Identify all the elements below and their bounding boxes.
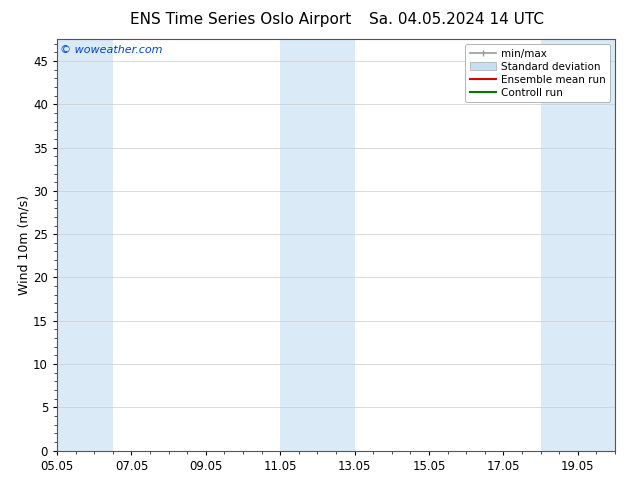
Text: Sa. 04.05.2024 14 UTC: Sa. 04.05.2024 14 UTC [369,12,544,27]
Text: © woweather.com: © woweather.com [60,46,162,55]
Bar [57,39,113,451]
Text: ENS Time Series Oslo Airport: ENS Time Series Oslo Airport [131,12,351,27]
Bar [541,39,615,451]
Legend: min/max, Standard deviation, Ensemble mean run, Controll run: min/max, Standard deviation, Ensemble me… [465,45,610,102]
Y-axis label: Wind 10m (m/s): Wind 10m (m/s) [17,195,30,295]
Bar [280,39,354,451]
